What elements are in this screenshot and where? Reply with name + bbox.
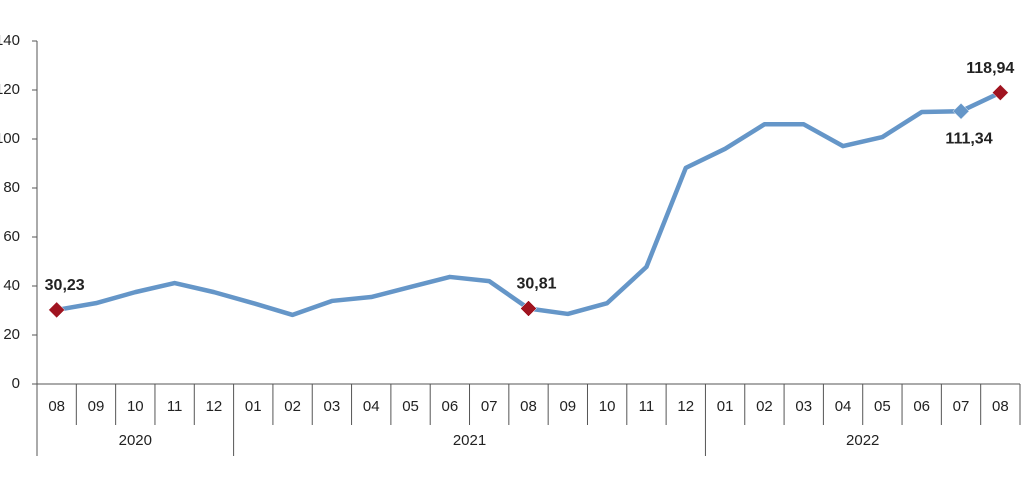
x-tick-label: 04 [363,398,380,415]
data-label: 30,23 [45,277,85,294]
y-tick-label: 60 [3,228,20,245]
y-tick-label: 20 [3,326,20,343]
point-marker [952,102,970,120]
x-tick-label: 07 [953,398,970,415]
x-tick-label: 02 [284,398,301,415]
x-tick-label: 03 [795,398,812,415]
y-tick-label: 100 [0,130,20,147]
x-tick-label: 06 [913,398,930,415]
x-tick-label: 01 [245,398,262,415]
y-tick-label: 120 [0,81,20,98]
x-tick-label: 07 [481,398,498,415]
group-label: 2020 [119,432,152,449]
data-label: 118,94 [966,60,1014,77]
x-tick-label: 12 [677,398,694,415]
y-tick-label: 80 [3,179,20,196]
group-label: 2021 [453,432,486,449]
x-tick-label: 02 [756,398,773,415]
x-tick-label: 01 [717,398,734,415]
x-tick-label: 11 [167,398,183,415]
x-tick-label: 11 [639,398,655,415]
point-marker [520,300,537,317]
data-label: 111,34 [945,130,992,147]
x-tick-label: 10 [599,398,616,415]
x-tick-label: 08 [520,398,537,415]
x-tick-label: 03 [324,398,341,415]
x-tick-label: 09 [88,398,105,415]
x-tick-label: 05 [874,398,891,415]
x-tick-label: 10 [127,398,144,415]
group-label: 2022 [846,432,879,449]
y-tick-label: 0 [12,375,20,392]
x-tick-label: 08 [992,398,1009,415]
x-tick-label: 04 [835,398,852,415]
y-tick-label: 40 [3,277,20,294]
x-tick-label: 05 [402,398,419,415]
point-marker [991,84,1009,101]
x-tick-label: 08 [48,398,65,415]
point-marker [48,301,66,319]
data-label: 30,81 [517,276,557,293]
x-tick-label: 12 [206,398,223,415]
x-tick-label: 06 [442,398,459,415]
x-tick-label: 09 [559,398,576,415]
y-tick-label: 140 [0,32,20,49]
